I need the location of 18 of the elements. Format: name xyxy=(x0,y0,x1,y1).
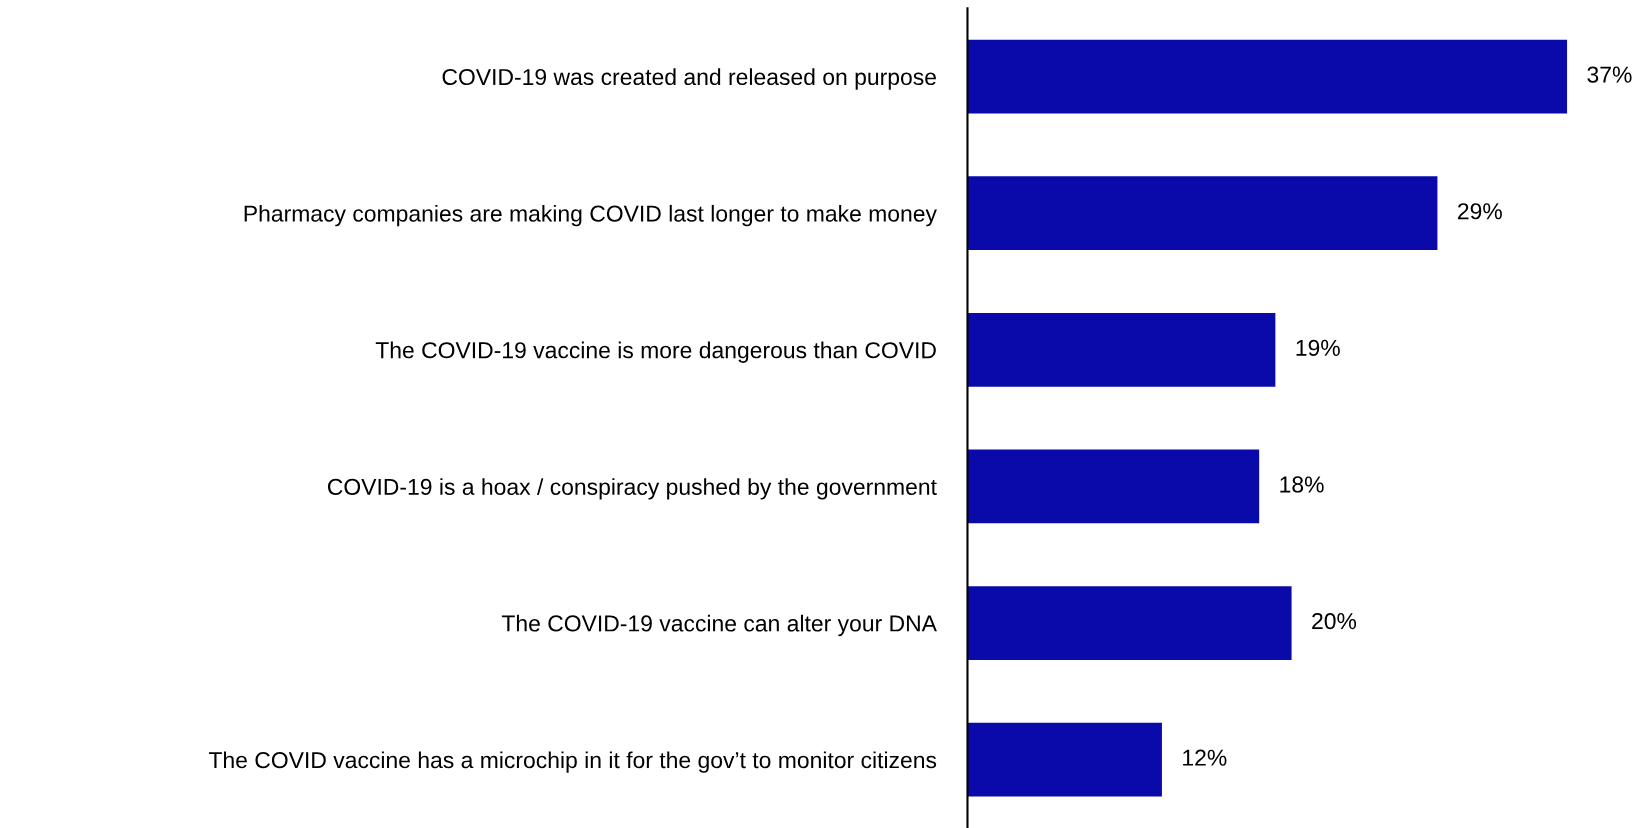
data-label: 19% xyxy=(1296,339,1340,356)
data-label: 12% xyxy=(1183,749,1227,766)
bar xyxy=(967,586,1292,660)
data-label: 18% xyxy=(1280,476,1324,493)
data-label: 29% xyxy=(1458,203,1502,220)
data-label: 20% xyxy=(1312,612,1357,630)
data-label: 37% xyxy=(1587,66,1632,83)
bar xyxy=(967,449,1260,524)
y-tick-label: Pharmacy companies are making COVID last longer to make money xyxy=(244,204,937,227)
y-tick-label: The COVID-19 vaccine is more dangerous than COVID xyxy=(375,341,936,363)
bar xyxy=(967,176,1438,251)
bar xyxy=(967,722,1162,797)
y-tick-label: COVID-19 is a hoax / conspiracy pushed by the government xyxy=(327,478,937,500)
y-tick-label: COVID-19 was created and released on purpose xyxy=(442,68,936,90)
bar xyxy=(967,39,1568,114)
y-tick-label: The COVID-19 vaccine can alter your DNA xyxy=(501,614,937,637)
y-tick-label: The COVID vaccine has a microchip in it for the gov’t to monitor citizens xyxy=(208,751,937,773)
bar xyxy=(967,312,1276,387)
